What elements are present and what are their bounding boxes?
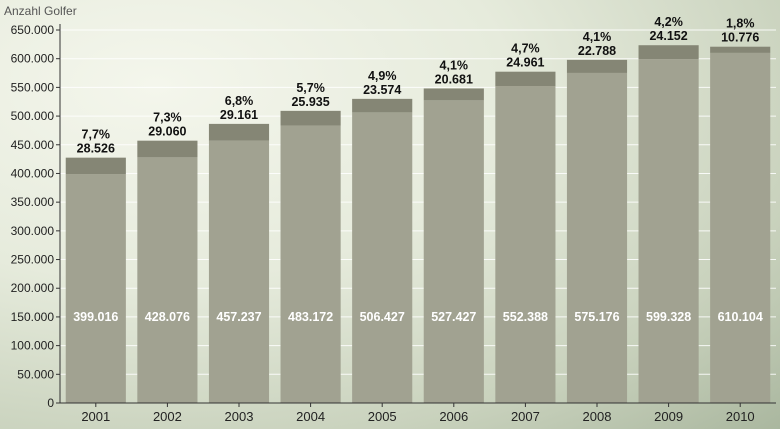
increase-value-label: 24.152 bbox=[649, 29, 687, 43]
y-tick-label: 200.000 bbox=[11, 281, 55, 295]
y-tick-label: 550.000 bbox=[11, 80, 55, 94]
y-axis-label: Anzahl Golfer bbox=[4, 4, 77, 18]
bar-increase bbox=[495, 71, 556, 87]
bar-increase bbox=[566, 59, 628, 73]
bar-base bbox=[638, 59, 699, 403]
y-tick-label: 100.000 bbox=[11, 339, 55, 353]
x-tick-label: 2005 bbox=[368, 409, 397, 424]
bar-increase bbox=[352, 98, 413, 113]
increase-value-label: 25.935 bbox=[291, 95, 329, 109]
x-tick-label: 2006 bbox=[439, 409, 468, 424]
axes: 0 50.000 100.000 150.000 200.000 250.000 300.0… bbox=[11, 23, 776, 424]
bar-base bbox=[710, 52, 771, 403]
x-tick-label: 2001 bbox=[81, 409, 110, 424]
bar-base bbox=[566, 72, 628, 403]
x-tick-label: 2002 bbox=[153, 409, 182, 424]
bar-base bbox=[495, 86, 556, 403]
increase-value-label: 29.161 bbox=[220, 108, 258, 122]
bar-increase bbox=[280, 110, 341, 126]
bar-value-label: 457.237 bbox=[216, 310, 261, 324]
y-tick-label: 450.000 bbox=[11, 138, 55, 152]
increase-value-label: 20.681 bbox=[435, 72, 473, 86]
y-tick-label: 150.000 bbox=[11, 310, 55, 324]
y-tick-label: 500.000 bbox=[11, 109, 55, 123]
increase-value-label: 29.060 bbox=[148, 125, 186, 139]
x-tick-label: 2007 bbox=[511, 409, 540, 424]
bar-value-label: 527.427 bbox=[431, 310, 476, 324]
growth-percent-label: 7,7% bbox=[82, 128, 111, 142]
bar-increase bbox=[65, 157, 126, 175]
bar-base bbox=[137, 157, 198, 403]
bar-increase bbox=[137, 140, 198, 158]
x-tick-label: 2004 bbox=[296, 409, 325, 424]
bar-value-label: 399.016 bbox=[73, 310, 118, 324]
growth-percent-label: 4,2% bbox=[654, 15, 683, 29]
bar-value-label: 483.172 bbox=[288, 310, 333, 324]
bars bbox=[65, 45, 771, 403]
y-tick-label: 0 bbox=[47, 396, 54, 410]
growth-percent-label: 5,7% bbox=[296, 81, 325, 95]
increase-value-label: 22.788 bbox=[578, 44, 616, 58]
bar-base bbox=[352, 112, 413, 403]
bar-value-label: 428.076 bbox=[145, 310, 190, 324]
growth-percent-label: 1,8% bbox=[726, 17, 755, 31]
bar-value-label: 610.104 bbox=[718, 310, 763, 324]
increase-value-label: 28.526 bbox=[77, 142, 115, 156]
x-tick-label: 2008 bbox=[583, 409, 612, 424]
bar-value-label: 599.328 bbox=[646, 310, 691, 324]
bar-value-label: 506.427 bbox=[360, 310, 405, 324]
bar-value-label: 575.176 bbox=[574, 310, 619, 324]
x-tick-label: 2010 bbox=[726, 409, 755, 424]
y-tick-label: 250.000 bbox=[11, 253, 55, 267]
x-tick-label: 2003 bbox=[225, 409, 254, 424]
bar-increase bbox=[423, 88, 484, 101]
y-tick-label: 350.000 bbox=[11, 195, 55, 209]
bar-base bbox=[280, 125, 341, 403]
bar-increase bbox=[710, 46, 771, 53]
growth-percent-label: 7,3% bbox=[153, 111, 182, 125]
y-tick-label: 300.000 bbox=[11, 224, 55, 238]
growth-percent-label: 4,9% bbox=[368, 69, 397, 83]
growth-percent-label: 6,8% bbox=[225, 94, 254, 108]
y-tick-label: 50.000 bbox=[17, 367, 54, 381]
bar-base bbox=[208, 140, 270, 403]
bar-base bbox=[423, 100, 484, 403]
bar-base bbox=[65, 174, 126, 403]
bar-increase bbox=[638, 45, 699, 60]
growth-percent-label: 4,1% bbox=[440, 58, 469, 72]
y-tick-label: 650.000 bbox=[11, 23, 55, 37]
bar-value-label: 552.388 bbox=[503, 310, 548, 324]
x-tick-label: 2009 bbox=[654, 409, 683, 424]
y-tick-label: 600.000 bbox=[11, 52, 55, 66]
increase-value-label: 23.574 bbox=[363, 83, 401, 97]
bar-increase bbox=[208, 123, 270, 141]
growth-percent-label: 4,1% bbox=[583, 30, 612, 44]
increase-value-label: 24.961 bbox=[506, 56, 544, 70]
y-tick-label: 400.000 bbox=[11, 166, 55, 180]
increase-value-label: 10.776 bbox=[721, 31, 759, 45]
growth-percent-label: 4,7% bbox=[511, 42, 540, 56]
